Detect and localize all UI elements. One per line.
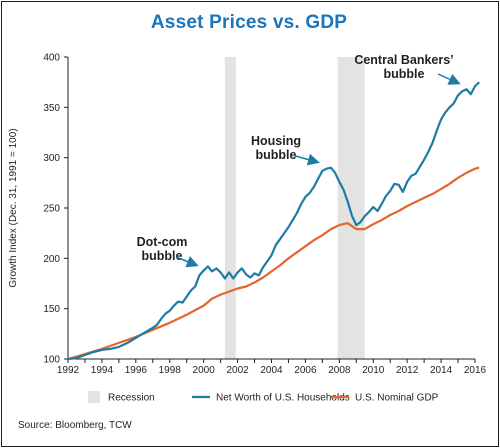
x-tick-label: 1996 [125,365,148,376]
legend-label-recession: Recession [108,393,155,404]
recession-band-2 [337,57,365,359]
y-tick-label: 100 [43,355,60,366]
x-tick-label: 2000 [193,365,216,376]
x-axis-ticks: 1992 1994 1996 1998 2000 2002 2004 2006 2008 2010… [57,359,487,376]
x-tick-label: 1998 [159,365,182,376]
x-tick-label: 1992 [57,365,80,376]
x-tick-label: 2016 [464,365,487,376]
y-tick-label: 150 [43,304,60,315]
x-tick-label: 2012 [396,365,419,376]
annotation-2: Housing bubble [251,134,301,162]
y-tick-label: 200 [43,254,60,265]
legend-label-series-2: U.S. Nominal GDP [355,393,439,404]
legend-label-series-1: Net Worth of U.S. Households [216,393,350,404]
y-axis-ticks: 100 150 200 250 300 350 400 [43,53,68,366]
x-tick-label: 2002 [226,365,249,376]
y-tick-label: 400 [43,53,60,64]
y-tick-label: 350 [43,103,60,114]
annotation-3: Central Bankers’ bubble [354,53,453,81]
y-axis-label: Growth Index (Dec. 31, 1991 = 100) [8,128,19,287]
chart-title: Asset Prices vs. GDP [150,12,348,33]
x-tick-label: 2004 [260,365,283,376]
axes [67,57,475,360]
legend-swatch-recession [88,391,100,403]
annotation-arrow-2 [291,153,320,166]
x-tick-label: 2014 [430,365,453,376]
source-note: Source: Bloomberg, TCW [18,420,132,431]
legend: Recession Net Worth of U.S. Households U.S… [88,391,439,404]
x-tick-label: 2006 [294,365,317,376]
gdp-line [67,166,480,361]
annotation-1: Dot-com bubble [137,235,188,263]
recession-band-1 [224,57,236,359]
annotations: Dot-com bubble Housing bubble Central Banker… [137,53,461,268]
series-lines [67,81,480,361]
recession-bands [224,57,365,359]
x-tick-label: 2010 [362,365,385,376]
net-worth-line [67,81,480,361]
x-tick-label: 2008 [328,365,351,376]
y-tick-label: 300 [43,153,60,164]
y-tick-label: 250 [43,204,60,215]
annotation-arrow-3 [437,73,461,85]
annotation-arrow-1 [175,256,199,268]
x-tick-label: 1994 [91,365,114,376]
